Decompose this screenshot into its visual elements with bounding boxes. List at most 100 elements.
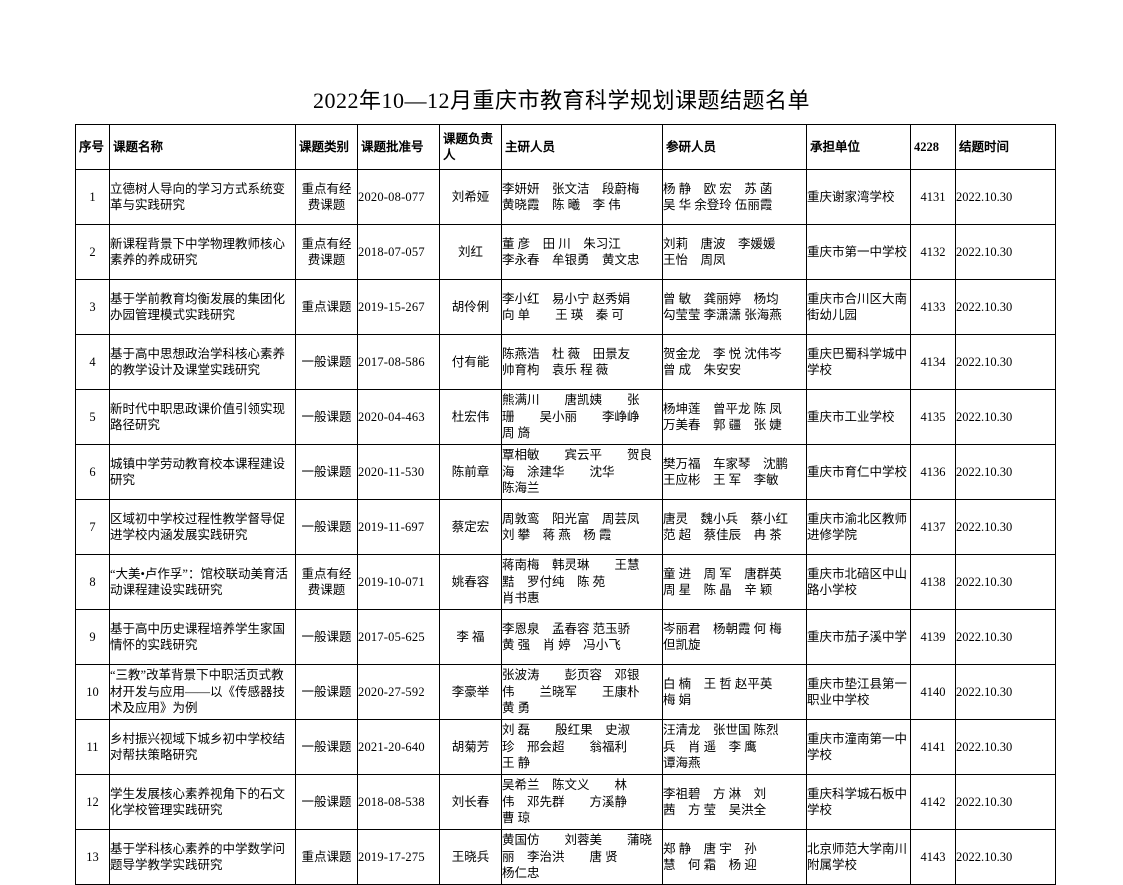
- cell-unit: 重庆市北碚区中山路小学校: [806, 554, 911, 610]
- cell-seq: 8: [75, 554, 110, 610]
- cell-co-researchers: 童 进 周 军 唐群英周 星 陈 晶 辛 颖: [662, 554, 807, 610]
- cell-main-researchers: 蒋南梅 韩灵琳 王慧黠 罗付纯 陈 苑肖书惠: [501, 554, 663, 610]
- cell-seq: 5: [75, 389, 110, 445]
- cell-seq: 11: [75, 719, 110, 775]
- cell-title: 城镇中学劳动教育校本课程建设研究: [109, 444, 296, 500]
- cell-main-researchers-line: 海 涂建华 沈华: [502, 464, 615, 479]
- cell-co-researchers-lines: 贺金龙 李 悦 沈伟岑曾 成 朱安安: [664, 346, 806, 379]
- cell-title: 基于高中历史课程培养学生家国情怀的实践研究: [109, 609, 296, 665]
- cell-co-researchers-line: 白 楠 王 哲 赵平英: [663, 676, 773, 691]
- cell-leader: 李豪举: [439, 664, 502, 720]
- cell-unit: 重庆市渝北区教师进修学院: [806, 499, 911, 555]
- cell-main-researchers-lines: 蒋南梅 韩灵琳 王慧黠 罗付纯 陈 苑肖书惠: [502, 557, 662, 607]
- cell-main-researchers-line: 曹 琼: [502, 811, 531, 826]
- cell-main-researchers: 覃相敏 宾云平 贺良海 涂建华 沈华 陈海兰: [501, 444, 663, 500]
- cell-category: 一般课题: [295, 334, 358, 390]
- cell-main-researchers-line: 黠 罗付纯 陈 苑: [502, 574, 606, 589]
- cell-unit: 重庆市育仁中学校: [806, 444, 911, 500]
- table-body: 1 立德树人导向的学习方式系统变革与实践研究 重点有经费课题 2020-08-077 刘…: [75, 169, 1056, 885]
- column-header-title: 课题名称: [109, 124, 296, 170]
- cell-unit: 重庆市第一中学校: [806, 224, 911, 280]
- table-row: 12 学生发展核心素养视角下的石文化学校管理实践研究 一般课题 2018-08-538…: [75, 774, 1056, 830]
- cell-code: 4138: [910, 554, 956, 610]
- cell-finish-date: 2022.10.30: [955, 169, 1056, 225]
- cell-category: 一般课题: [295, 774, 358, 830]
- cell-co-researchers-line: 李祖碧 方 淋 刘: [663, 786, 767, 801]
- cell-code: 4139: [910, 609, 956, 665]
- cell-title: “大美•卢作孚”：馆校联动美育活动课程建设实践研究: [109, 554, 296, 610]
- cell-main-researchers-line: 黄 勇: [502, 701, 531, 716]
- cell-co-researchers: 唐灵 魏小兵 蔡小红范 超 蔡佳辰 冉 茶: [662, 499, 807, 555]
- cell-co-researchers: 杨 静 欧 宏 苏 菡吴 华 余登玲 伍丽霞: [662, 169, 807, 225]
- cell-finish-date: 2022.10.30: [955, 829, 1056, 885]
- cell-co-researchers: 曾 敏 龚丽婷 杨均 勾莹莹 李潇潇 张海燕: [662, 279, 807, 335]
- cell-co-researchers-lines: 杨 静 欧 宏 苏 菡吴 华 余登玲 伍丽霞: [663, 181, 806, 214]
- cell-co-researchers: 郑 静 唐 宇 孙慧 何 霜 杨 迎: [662, 829, 807, 885]
- cell-code: 4132: [910, 224, 956, 280]
- cell-seq: 9: [75, 609, 110, 665]
- cell-finish-date: 2022.10.30: [955, 719, 1056, 775]
- cell-main-researchers: 陈燕浩 杜 薇 田景友 帅育枸 袁乐 程 薇: [501, 334, 663, 390]
- cell-main-researchers-lines: 覃相敏 宾云平 贺良海 涂建华 沈华 陈海兰: [502, 447, 662, 497]
- cell-seq: 10: [75, 664, 110, 720]
- cell-approval: 2017-05-625: [357, 609, 440, 665]
- cell-main-researchers-line: 黄国仿 刘蓉美 蒲晓: [502, 833, 653, 848]
- table-header: 序号 课题名称 课题类别 课题批准号 课题负责人 主研人员 参研人员 承担单位 …: [75, 124, 1056, 170]
- cell-title: 基于学前教育均衡发展的集团化办园管理模式实践研究: [109, 279, 296, 335]
- cell-main-researchers-line: 王 静: [502, 756, 531, 771]
- cell-leader: 刘红: [439, 224, 502, 280]
- cell-main-researchers: 黄国仿 刘蓉美 蒲晓丽 李治洪 唐 贤杨仁忠: [501, 829, 663, 885]
- cell-main-researchers-line: 李永春 牟银勇 黄文忠: [502, 253, 640, 267]
- cell-approval: 2021-20-640: [357, 719, 440, 775]
- cell-co-researchers-lines: 唐灵 魏小兵 蔡小红范 超 蔡佳辰 冉 茶: [664, 511, 806, 544]
- cell-seq: 7: [75, 499, 110, 555]
- cell-code: 4133: [910, 279, 956, 335]
- cell-category: 重点课题: [295, 279, 358, 335]
- cell-leader: 李 福: [439, 609, 502, 665]
- cell-main-researchers-lines: 李妍妍 张文洁 段蔚梅 黄晓霞 陈 曦 李 伟: [503, 181, 662, 214]
- cell-co-researchers-line: 茜 方 莹 吴洪全: [663, 803, 767, 817]
- cell-co-researchers-line: 曾 敏 龚丽婷 杨均: [663, 291, 779, 306]
- cell-co-researchers: 樊万福 车家琴 沈鹏 王应彬 王 军 李敏: [662, 444, 807, 500]
- cell-leader: 杜宏伟: [439, 389, 502, 445]
- cell-co-researchers-line: 王怡 周凤: [663, 253, 726, 267]
- cell-title: 乡村振兴视域下城乡初中学校结对帮扶策略研究: [109, 719, 296, 775]
- column-header-date: 结题时间: [955, 124, 1056, 170]
- cell-main-researchers: 刘 磊 殷红果 史淑珍 邢会超 翁福利王 静: [501, 719, 663, 775]
- cell-co-researchers-line: 但凯旋: [663, 638, 701, 652]
- cell-category: 一般课题: [295, 664, 358, 720]
- cell-unit: 重庆市合川区大南街幼儿园: [806, 279, 911, 335]
- cell-code: 4142: [910, 774, 956, 830]
- cell-main-researchers-line: 董 彦 田 川 朱习江: [502, 236, 621, 251]
- cell-unit: 重庆市垫江县第一职业中学校: [806, 664, 911, 720]
- cell-leader: 刘希娅: [439, 169, 502, 225]
- cell-main-researchers-line: 李小红 易小宁 赵秀娟: [502, 291, 631, 306]
- cell-main-researchers: 张波涛 彭页容 邓银伟 兰晓军 王康朴黄 勇: [501, 664, 663, 720]
- cell-main-researchers-line: 周敦鸾 阳光富 周芸凤: [502, 511, 640, 526]
- cell-main-researchers-line: 覃相敏 宾云平 贺良: [502, 448, 653, 463]
- cell-finish-date: 2022.10.30: [955, 499, 1056, 555]
- cell-seq: 6: [75, 444, 110, 500]
- cell-approval: 2019-11-697: [357, 499, 440, 555]
- cell-leader: 胡伶俐: [439, 279, 502, 335]
- cell-co-researchers-line: 童 进 周 军 唐群英: [663, 566, 782, 581]
- cell-unit: 重庆市茄子溪中学: [806, 609, 911, 665]
- cell-co-researchers-line: 梅 娟: [663, 693, 692, 707]
- cell-approval: 2020-27-592: [357, 664, 440, 720]
- cell-co-researchers: 杨坤莲 曾平龙 陈 凤万美春 郭 疆 张 婕: [662, 389, 807, 445]
- cell-approval: 2019-10-071: [357, 554, 440, 610]
- cell-approval: 2017-08-586: [357, 334, 440, 390]
- cell-main-researchers-lines: 刘 磊 殷红果 史淑珍 邢会超 翁福利王 静: [502, 722, 662, 772]
- cell-co-researchers-line: 杨 静 欧 宏 苏 菡: [663, 181, 773, 196]
- column-header-leader: 课题负责人: [439, 124, 502, 170]
- cell-leader: 王晓兵: [439, 829, 502, 885]
- cell-co-researchers-line: 勾莹莹 李潇潇 张海燕: [663, 308, 782, 322]
- cell-category: 一般课题: [295, 719, 358, 775]
- column-header-category: 课题类别: [295, 124, 358, 170]
- cell-main-researchers-line: 刘 磊 殷红果 史淑: [502, 723, 631, 738]
- cell-main-researchers: 李小红 易小宁 赵秀娟向 单 王 瑛 秦 可: [501, 279, 663, 335]
- cell-unit: 北京师范大学南川附属学校: [806, 829, 911, 885]
- cell-main-researchers-line: 丽 李治洪 唐 贤: [502, 849, 618, 864]
- cell-co-researchers-line: 周 星 陈 晶 辛 颖: [663, 583, 773, 597]
- cell-co-researchers: 白 楠 王 哲 赵平英梅 娟: [662, 664, 807, 720]
